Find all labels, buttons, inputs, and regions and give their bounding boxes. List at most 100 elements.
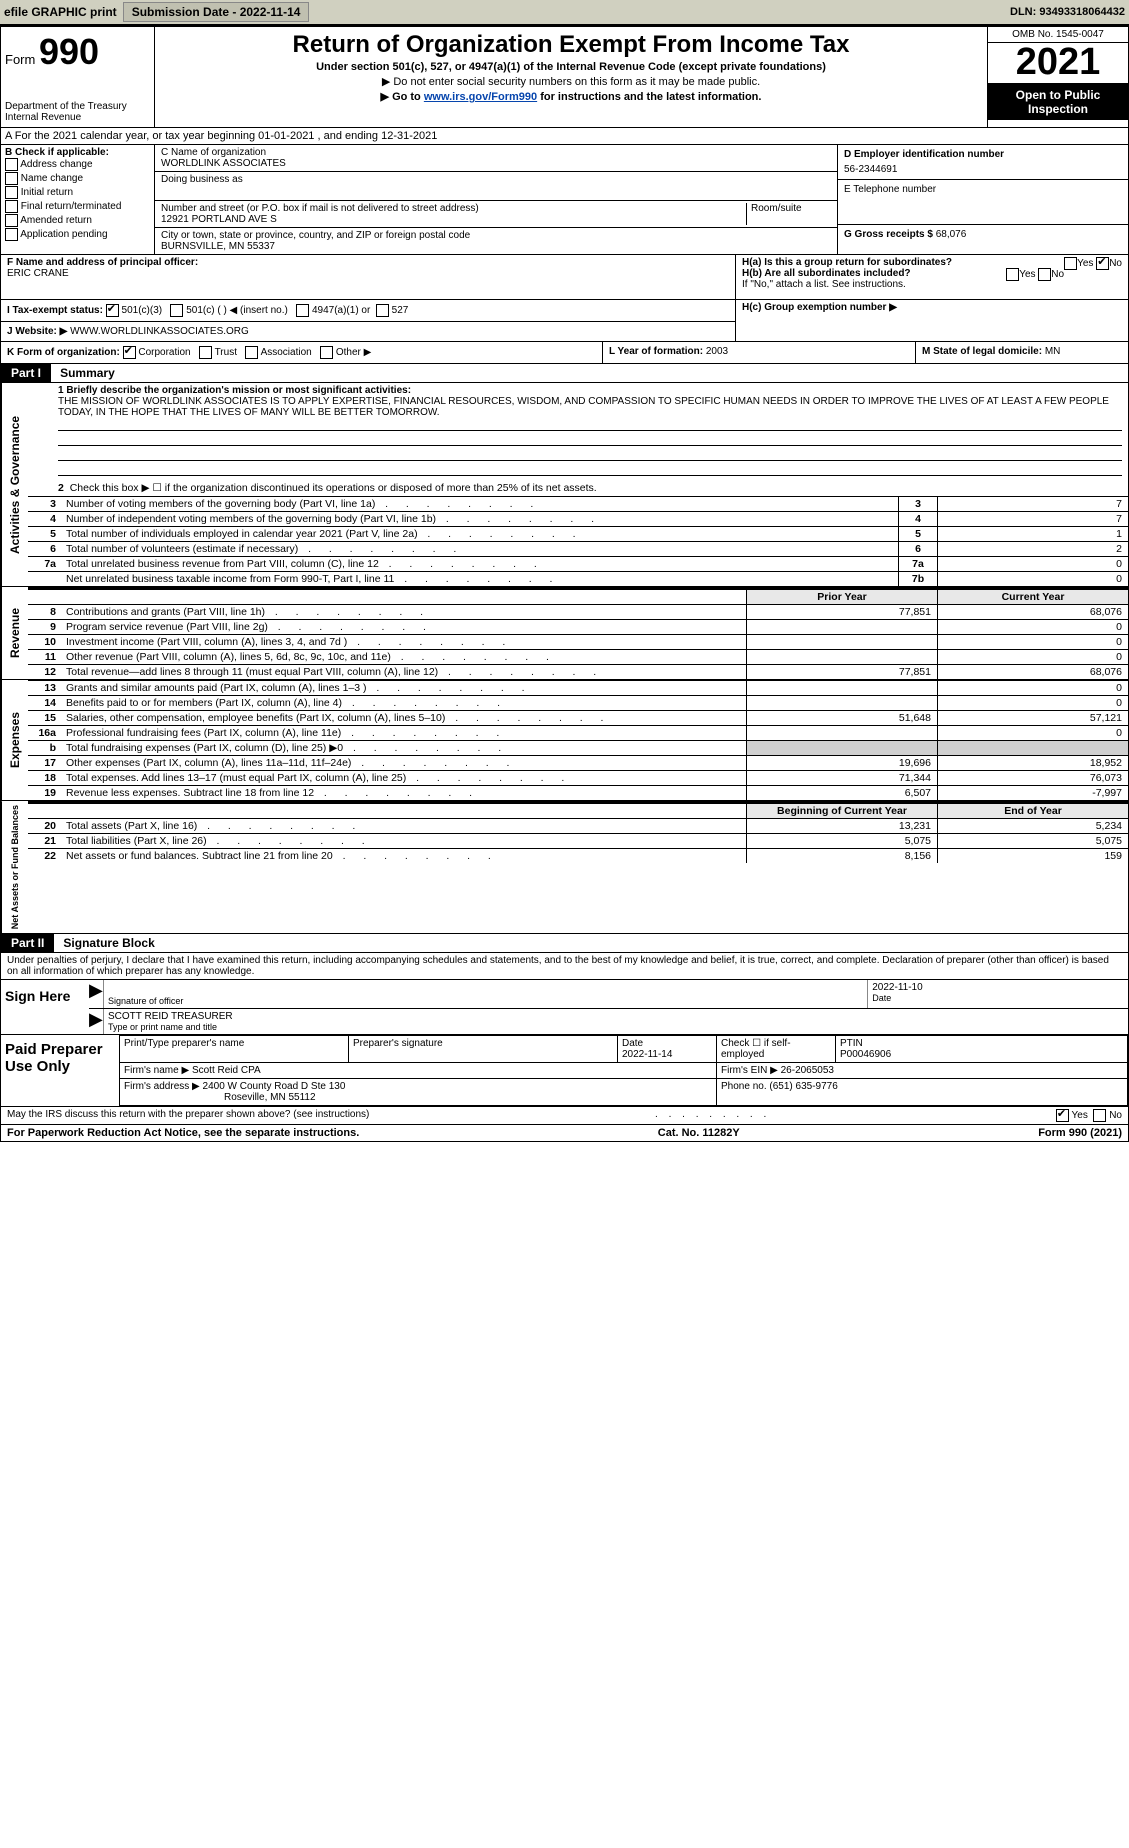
sig-name-lbl: Type or print name and title xyxy=(108,1022,1124,1032)
row-ij-hc: I Tax-exempt status: 501(c)(3) 501(c) ( … xyxy=(1,300,1128,342)
entity-block: B Check if applicable: Address change Na… xyxy=(1,145,1128,255)
box-h: H(a) Is this a group return for subordin… xyxy=(735,255,1128,299)
chk-corp[interactable] xyxy=(123,346,136,359)
table-row: 9Program service revenue (Part VIII, lin… xyxy=(28,620,1128,635)
room-label: Room/suite xyxy=(751,203,831,214)
prep-row1: Print/Type preparer's name Preparer's si… xyxy=(120,1036,1128,1063)
chk-final-return[interactable]: Final return/terminated xyxy=(5,200,150,213)
ein-cell: D Employer identification number 56-2344… xyxy=(838,145,1128,180)
efile-label[interactable]: efile GRAPHIC print xyxy=(4,5,117,19)
tax-year: 2021 xyxy=(988,43,1128,84)
chk-app-pending[interactable]: Application pending xyxy=(5,228,150,241)
gross-label: G Gross receipts $ xyxy=(844,229,933,240)
table-row: 16aProfessional fundraising fees (Part I… xyxy=(28,726,1128,741)
sig-officer-field[interactable]: Signature of officer xyxy=(103,980,867,1008)
prep-row3: Firm's address ▶ 2400 W County Road D St… xyxy=(120,1079,1128,1106)
form-ref: Form 990 (2021) xyxy=(1038,1127,1122,1139)
goto-link[interactable]: www.irs.gov/Form990 xyxy=(424,91,537,103)
ha-row: H(a) Is this a group return for subordin… xyxy=(742,257,1122,268)
prep-date-lbl: Date xyxy=(622,1038,643,1049)
na-table: Beginning of Current YearEnd of Year20To… xyxy=(28,801,1128,863)
chk-initial-return[interactable]: Initial return xyxy=(5,186,150,199)
rev-section: Revenue Prior YearCurrent Year8Contribut… xyxy=(1,587,1128,680)
table-row: 17Other expenses (Part IX, column (A), l… xyxy=(28,756,1128,771)
chk-trust[interactable] xyxy=(199,346,212,359)
opt-527: 527 xyxy=(392,305,409,316)
dept-treasury: Department of the Treasury xyxy=(5,101,150,112)
irs-label: Internal Revenue xyxy=(5,112,150,123)
box-m: M State of legal domicile: MN xyxy=(915,342,1128,363)
chk-amended[interactable]: Amended return xyxy=(5,214,150,227)
submission-date-btn[interactable]: Submission Date - 2022-11-14 xyxy=(123,2,310,22)
q2-text: Check this box ▶ ☐ if the organization d… xyxy=(70,482,597,494)
chk-address-change[interactable]: Address change xyxy=(5,158,150,171)
sig-date-field: 2022-11-10 Date xyxy=(867,980,1128,1008)
city-label: City or town, state or province, country… xyxy=(161,230,831,241)
sig-date-val: 2022-11-10 xyxy=(872,982,1124,993)
gov-body: 1 Briefly describe the organization's mi… xyxy=(28,383,1128,586)
j-value: WWW.WORLDLINKASSOCIATES.ORG xyxy=(70,326,249,337)
m-label: M State of legal domicile: xyxy=(922,346,1042,357)
firm-addr-val: 2400 W County Road D Ste 130 xyxy=(203,1081,346,1092)
goto-pre: ▶ Go to xyxy=(381,91,424,103)
table-row: 7aTotal unrelated business revenue from … xyxy=(28,557,1128,572)
na-body: Beginning of Current YearEnd of Year20To… xyxy=(28,801,1128,933)
gov-table: 3Number of voting members of the governi… xyxy=(28,496,1128,586)
cat-no: Cat. No. 11282Y xyxy=(658,1127,740,1139)
box-deg: D Employer identification number 56-2344… xyxy=(837,145,1128,254)
chk-name-change[interactable]: Name change xyxy=(5,172,150,185)
addr-cell: Number and street (or P.O. box if mail i… xyxy=(161,203,747,225)
decl-text: Under penalties of perjury, I declare th… xyxy=(7,955,1109,977)
table-row: 12Total revenue—add lines 8 through 11 (… xyxy=(28,665,1128,680)
ein-label: D Employer identification number xyxy=(844,149,1122,160)
k-label: K Form of organization: xyxy=(7,347,120,358)
box-j: J Website: ▶ WWW.WORLDLINKASSOCIATES.ORG xyxy=(1,322,735,341)
l-label: L Year of formation: xyxy=(609,346,703,357)
box-b-label: B Check if applicable: xyxy=(5,147,109,158)
goto-line: ▶ Go to www.irs.gov/Form990 for instruct… xyxy=(159,90,983,103)
chk-lbl: Final return/terminated xyxy=(21,201,122,212)
ptin-val: P00046906 xyxy=(840,1049,891,1060)
discuss-q: May the IRS discuss this return with the… xyxy=(7,1109,369,1122)
sig-name-val: SCOTT REID TREASURER xyxy=(108,1011,1124,1022)
part1-hdr-row: Part I Summary xyxy=(1,364,1128,383)
part2-hdr-row: Part II Signature Block xyxy=(1,934,1128,953)
table-row: 8Contributions and grants (Part VIII, li… xyxy=(28,605,1128,620)
top-bar: efile GRAPHIC print Submission Date - 20… xyxy=(0,0,1129,26)
prep-row2: Firm's name ▶ Scott Reid CPA Firm's EIN … xyxy=(120,1063,1128,1079)
chk-assoc[interactable] xyxy=(245,346,258,359)
gross-cell: G Gross receipts $ 68,076 xyxy=(838,225,1128,244)
table-row: bTotal fundraising expenses (Part IX, co… xyxy=(28,741,1128,756)
addr-row: Number and street (or P.O. box if mail i… xyxy=(155,201,837,228)
table-row: 10Investment income (Part VIII, column (… xyxy=(28,635,1128,650)
firm-ein-val: 26-2065053 xyxy=(781,1065,834,1076)
form-label: Form xyxy=(5,52,35,67)
ptin-lbl: PTIN xyxy=(840,1038,863,1049)
addr-label: Number and street (or P.O. box if mail i… xyxy=(161,203,742,214)
row-a-period: A For the 2021 calendar year, or tax yea… xyxy=(1,128,1128,145)
chk-4947[interactable] xyxy=(296,304,309,317)
arrow-icon: ▶ xyxy=(89,1009,103,1034)
table-row: 6Total number of volunteers (estimate if… xyxy=(28,542,1128,557)
chk-501c[interactable] xyxy=(170,304,183,317)
exp-body: 13Grants and similar amounts paid (Part … xyxy=(28,680,1128,800)
no-label: No xyxy=(1109,1110,1122,1121)
table-row: 14Benefits paid to or for members (Part … xyxy=(28,696,1128,711)
chk-501c3[interactable] xyxy=(106,304,119,317)
opt-assoc: Association xyxy=(261,347,312,358)
box-c: C Name of organization WORLDLINK ASSOCIA… xyxy=(155,145,837,254)
box-f: F Name and address of principal officer:… xyxy=(1,255,735,299)
phone-label: E Telephone number xyxy=(844,184,1122,195)
chk-527[interactable] xyxy=(376,304,389,317)
m-value: MN xyxy=(1045,346,1061,357)
ein-value: 56-2344691 xyxy=(844,164,1122,175)
firm-phone-lbl: Phone no. xyxy=(721,1081,767,1092)
chk-other[interactable] xyxy=(320,346,333,359)
j-label: J Website: ▶ xyxy=(7,326,67,337)
vlabel-netassets: Net Assets or Fund Balances xyxy=(1,801,28,933)
opt-501c3: 501(c)(3) xyxy=(122,305,163,316)
opt-other: Other ▶ xyxy=(336,347,371,358)
ha-label: H(a) Is this a group return for subordin… xyxy=(742,257,952,268)
footer-final: For Paperwork Reduction Act Notice, see … xyxy=(1,1125,1128,1141)
org-name: WORLDLINK ASSOCIATES xyxy=(161,158,831,169)
